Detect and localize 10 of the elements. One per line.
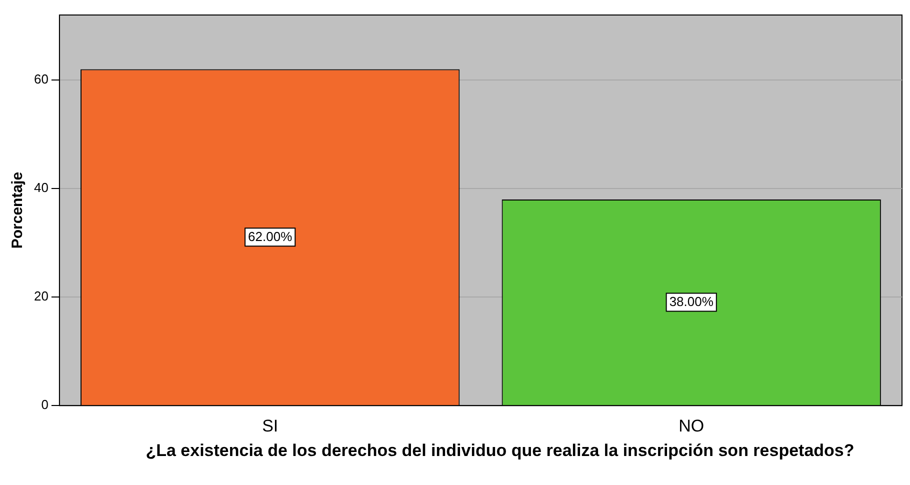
y-tick-label: 60 — [34, 72, 48, 87]
data-label: 38.00% — [669, 294, 714, 309]
data-label: 62.00% — [248, 228, 293, 244]
x-axis-title: ¿La existencia de los derechos del individuo que realiza la inscripción son respetados? — [144, 441, 856, 460]
y-tick-label: 40 — [34, 180, 48, 196]
y-tick-label: 0 — [41, 397, 48, 412]
y-tick-label: 20 — [34, 288, 48, 304]
x-tick-label: NO — [678, 416, 704, 436]
x-tick-label: SI — [262, 416, 278, 436]
y-axis-title: Porcentaje — [9, 172, 26, 249]
